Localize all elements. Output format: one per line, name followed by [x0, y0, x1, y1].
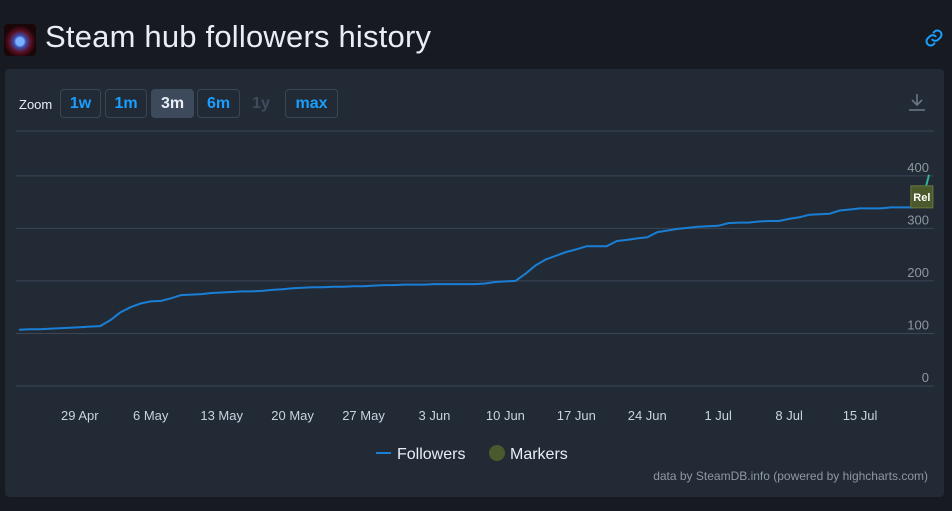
- page-title: Steam hub followers history: [45, 19, 432, 54]
- x-tick-label: 27 May: [342, 408, 385, 423]
- release-marker[interactable]: [910, 185, 934, 209]
- followers-series-line[interactable]: [18, 205, 921, 331]
- zoom-button-max[interactable]: max: [285, 89, 338, 118]
- download-icon[interactable]: [906, 91, 928, 113]
- x-tick-label: 8 Jul: [775, 408, 803, 423]
- link-icon[interactable]: [924, 28, 944, 48]
- legend-markers-swatch: [489, 445, 505, 461]
- zoom-button-1w[interactable]: 1w: [60, 89, 101, 118]
- y-tick-label: 300: [907, 212, 929, 227]
- x-tick-label: 10 Jun: [486, 408, 525, 423]
- chart-legend: Followers Markers: [376, 445, 568, 463]
- x-tick-label: 6 May: [133, 408, 169, 423]
- x-tick-label: 1 Jul: [704, 408, 732, 423]
- x-tick-label: 15 Jul: [843, 408, 878, 423]
- x-tick-label: 13 May: [200, 408, 243, 423]
- annotation-layer: Rel: [910, 185, 934, 209]
- x-tick-label: 29 Apr: [61, 408, 99, 423]
- series-layer: [18, 174, 930, 331]
- x-tick-label: 20 May: [271, 408, 314, 423]
- legend-markers-label[interactable]: Markers: [510, 446, 568, 463]
- x-tick-label: 3 Jun: [419, 408, 451, 423]
- x-axis-ticks: 29 Apr 6 May 13 May 20 May 27 May 3 Jun 10 Jun…: [61, 408, 878, 423]
- zoom-button-3m[interactable]: 3m: [151, 89, 194, 118]
- y-tick-label: 400: [907, 160, 929, 175]
- grid-lines: [16, 130, 934, 387]
- followers-chart: 0 100 200 300 400 29 Apr 6 May 13 May 20 May 27 …: [16, 130, 934, 463]
- zoom-button-1m[interactable]: 1m: [105, 89, 147, 118]
- y-tick-label: 200: [907, 265, 929, 280]
- legend-followers-label[interactable]: Followers: [397, 446, 465, 463]
- zoom-button-1y: 1y: [252, 95, 270, 112]
- zoom-label: Zoom: [19, 97, 53, 112]
- chart-panel: 0 100 200 300 400 29 Apr 6 May 13 May 20 May 27 …: [5, 69, 944, 497]
- chart-credits[interactable]: data by SteamDB.info (powered by highcha…: [653, 469, 928, 483]
- y-tick-label: 0: [922, 370, 929, 385]
- x-tick-label: 17 Jun: [557, 408, 596, 423]
- y-tick-label: 100: [907, 317, 929, 332]
- y-axis-ticks: 0 100 200 300 400: [907, 160, 929, 385]
- zoom-button-6m[interactable]: 6m: [197, 89, 240, 118]
- release-marker-label: Rel: [913, 192, 930, 204]
- page-header: Steam hub followers history: [0, 0, 952, 70]
- game-icon: [4, 24, 36, 56]
- x-tick-label: 24 Jun: [628, 408, 667, 423]
